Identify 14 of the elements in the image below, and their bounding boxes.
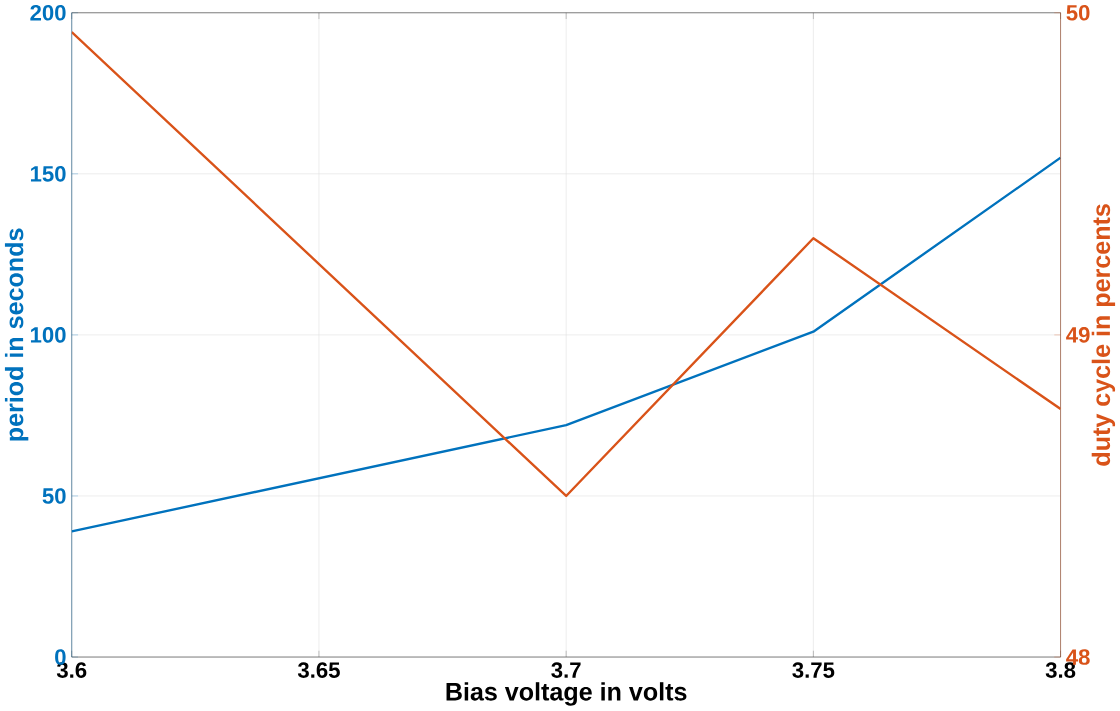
x-tick-label: 3.65: [297, 662, 340, 679]
y-tick-label: 50: [42, 488, 66, 504]
y2-tick-label: 50: [1066, 5, 1090, 21]
x-axis-title: Bias voltage in volts: [446, 682, 687, 706]
x-tick-label: 3.7: [551, 662, 581, 679]
line-series: [71, 156, 1061, 533]
y-axis-title: period in seconds: [4, 228, 29, 441]
y-tick-label: 100: [30, 327, 66, 343]
x-tick-label: 3.75: [792, 662, 835, 679]
line-series: [71, 31, 1061, 498]
y-tick-label: 150: [30, 166, 66, 182]
y2-axis-title: duty cycle in percents: [1091, 204, 1116, 466]
y-tick-label: 200: [30, 5, 66, 21]
y2-tick-label: 49: [1066, 327, 1090, 343]
